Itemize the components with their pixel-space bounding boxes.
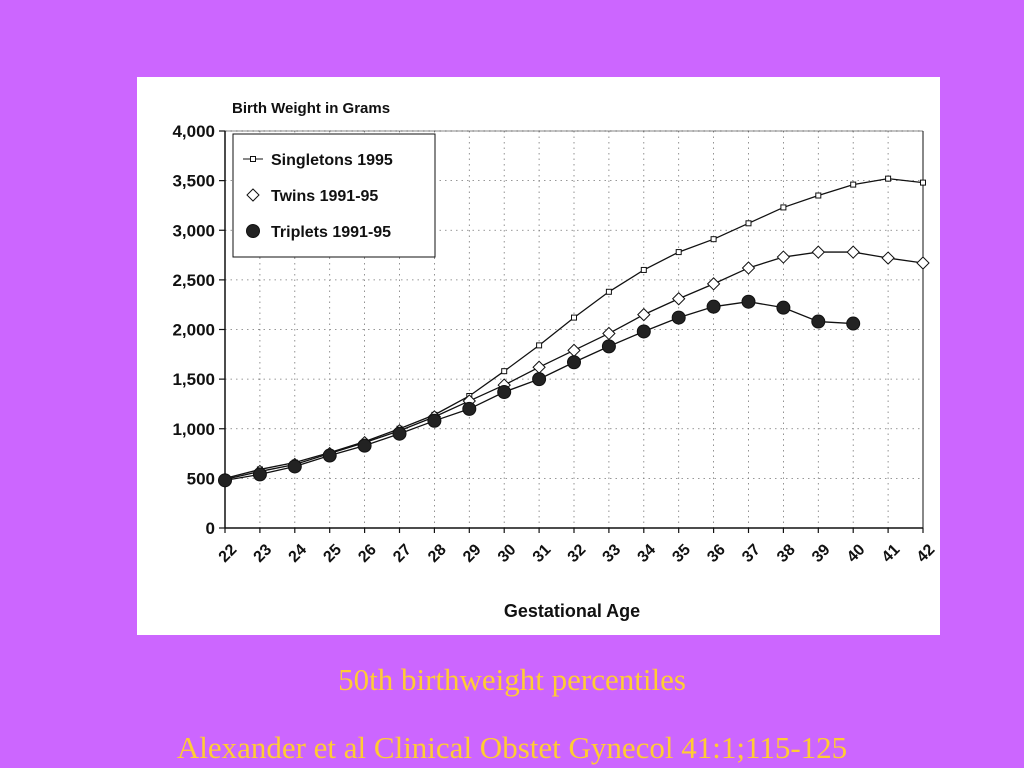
x-tick-label: 31	[530, 541, 555, 566]
x-tick-label: 32	[565, 541, 590, 566]
x-tick-label: 39	[809, 541, 834, 566]
y-tick-label: 0	[206, 519, 215, 538]
y-tick-label: 2,000	[172, 321, 215, 340]
data-point	[462, 401, 477, 416]
data-point	[741, 294, 756, 309]
x-tick-label: 29	[460, 541, 485, 566]
legend-label: Twins 1991-95	[271, 188, 378, 205]
legend-label: Triplets 1991-95	[271, 224, 391, 241]
data-point	[392, 426, 407, 441]
x-tick-label: 30	[495, 541, 520, 566]
data-point	[881, 251, 895, 265]
birth-weight-chart: 0 500 1,000 1,500 2,000 2,500 3,000 3,500 4,000 2…	[172, 100, 939, 621]
x-tick-label: 41	[879, 541, 904, 566]
data-point	[811, 245, 826, 259]
y-tick-label: 1,500	[172, 370, 215, 389]
x-axis-label: Gestational Age	[504, 601, 640, 621]
legend-marker	[246, 188, 260, 202]
caption-source: Alexander et al Clinical Obstet Gynecol …	[176, 730, 848, 765]
data-point	[501, 368, 508, 375]
data-point	[497, 385, 512, 400]
data-point	[850, 181, 857, 188]
data-point	[706, 299, 721, 314]
data-point	[571, 314, 577, 321]
series	[218, 175, 930, 488]
data-point	[780, 204, 787, 211]
legend-marker	[246, 224, 260, 238]
legend-marker	[250, 156, 256, 162]
data-point	[916, 256, 930, 270]
x-tick-label: 38	[774, 541, 799, 566]
data-point	[885, 175, 892, 182]
data-point	[532, 360, 546, 374]
y-tick-label: 3,500	[172, 172, 215, 191]
data-point	[776, 300, 791, 315]
data-point	[920, 179, 926, 186]
data-point	[741, 261, 756, 275]
x-tick-label: 25	[320, 541, 345, 566]
data-point	[322, 448, 337, 463]
data-point	[776, 250, 791, 264]
x-tick-label: 26	[355, 541, 380, 566]
data-point	[357, 438, 372, 453]
data-point	[536, 342, 543, 349]
data-point	[567, 355, 581, 370]
data-point	[640, 266, 647, 273]
y-tick-label: 500	[187, 469, 215, 488]
x-tick-label: 34	[635, 541, 660, 566]
data-point	[218, 473, 232, 488]
data-point	[675, 249, 682, 256]
series-circle	[218, 294, 861, 488]
x-tick-label: 28	[425, 541, 450, 566]
data-point	[532, 372, 547, 387]
data-point	[427, 413, 442, 428]
y-tick-label: 4,000	[172, 122, 215, 141]
data-point	[706, 277, 721, 291]
x-tick-label: 40	[844, 541, 869, 566]
x-tick-label: 22	[216, 541, 241, 566]
chart-title: Birth Weight in Grams	[232, 100, 390, 117]
data-point	[601, 339, 616, 354]
y-tick-label: 1,000	[172, 420, 215, 439]
data-point	[637, 307, 651, 322]
legend: Singletons 1995 Twins 1991-95 Triplets 199…	[232, 133, 436, 258]
data-point	[846, 245, 860, 259]
chart-panel: 0 500 1,000 1,500 2,000 2,500 3,000 3,500 4,000 2…	[137, 77, 940, 635]
y-tick-label: 3,000	[172, 221, 215, 240]
x-tick-label: 36	[704, 541, 729, 566]
series-line	[224, 301, 854, 482]
x-tick-label: 42	[914, 541, 939, 566]
data-point	[287, 459, 302, 474]
data-point	[605, 288, 612, 295]
legend-label: Singletons 1995	[271, 152, 393, 169]
data-point	[815, 192, 822, 199]
x-tick-label: 35	[669, 541, 694, 566]
x-tick-label: 27	[390, 541, 415, 566]
data-point	[567, 343, 581, 358]
data-point	[636, 324, 651, 339]
data-point	[671, 292, 686, 306]
y-tick-label: 2,500	[172, 271, 215, 290]
x-tick-label: 33	[600, 541, 625, 566]
data-point	[671, 310, 686, 325]
legend-box	[232, 133, 436, 258]
data-point	[811, 314, 826, 329]
caption-title: 50th birthweight percentiles	[338, 662, 686, 697]
data-point	[846, 316, 861, 331]
x-tick-label: 37	[739, 541, 764, 566]
x-tick-label: 24	[286, 541, 311, 566]
data-point	[710, 236, 717, 243]
data-point	[252, 467, 267, 482]
x-tick-label: 23	[251, 541, 276, 566]
data-point	[745, 220, 752, 227]
